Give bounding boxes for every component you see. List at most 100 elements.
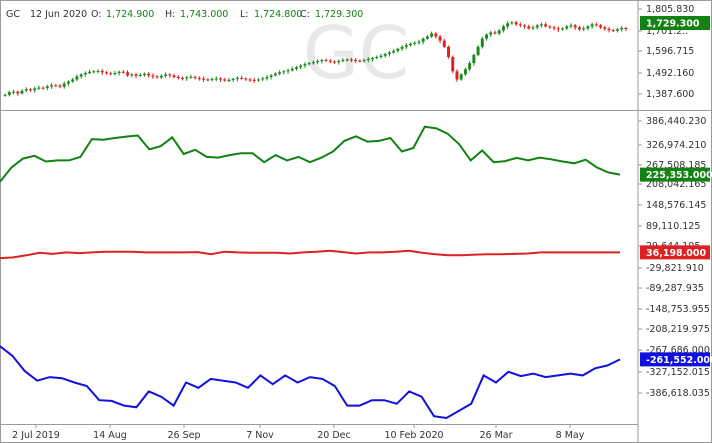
candle-body (594, 24, 598, 26)
candle-body (265, 77, 269, 79)
candle-body (197, 77, 201, 79)
candle-body (66, 81, 70, 84)
candle-body (50, 85, 54, 87)
candle-body (210, 79, 214, 81)
candle-body (345, 59, 349, 61)
candle-body (282, 71, 286, 73)
candle-body (480, 38, 484, 47)
candle-body (451, 57, 455, 72)
indicator-y-tick-label: -208,219.975 (646, 324, 710, 335)
price-y-tick-label: 1,387.600 (646, 89, 694, 100)
candle-body (447, 46, 451, 58)
candle-body (134, 74, 138, 76)
candle-body (214, 78, 218, 80)
candle-body (223, 79, 227, 81)
candle-body (442, 40, 446, 47)
candle-body (109, 73, 113, 75)
candle-body (227, 79, 231, 81)
candle-body (307, 63, 311, 65)
indicator-y-tick-label: -267,686.000 (646, 345, 710, 356)
candle-body (7, 92, 11, 95)
candle-body (168, 74, 172, 76)
candle-body (421, 38, 425, 42)
candle-body (83, 72, 87, 75)
candle-body (88, 71, 92, 73)
candle-body (607, 28, 611, 31)
candle-body (599, 25, 603, 28)
last-value-badges: 1,729.300 225,353.000 36,198.000 -261,552.0… (640, 16, 712, 367)
header-close-value: 1,729.300 (315, 9, 363, 20)
candle-body (12, 91, 16, 93)
candle-body (100, 70, 104, 73)
x-tick-label: 10 Feb 2020 (384, 430, 443, 441)
indicator-y-tick-label: -327,152.015 (646, 367, 710, 378)
header-high-label: H: (165, 9, 175, 20)
series3-last-badge-box (640, 352, 710, 367)
header-open-label: O: (91, 9, 102, 20)
candle-body (164, 74, 168, 76)
candle-body (375, 57, 379, 59)
candle-body (493, 32, 497, 34)
candle-body (404, 45, 408, 47)
candle-body (16, 91, 20, 94)
candle-body (286, 70, 290, 72)
candle-body (362, 60, 366, 62)
candle-body (269, 75, 273, 78)
x-tick-label: 26 Mar (479, 430, 512, 441)
candle-body (147, 73, 151, 76)
candle-body (75, 76, 79, 80)
candle-body (54, 85, 58, 87)
candle-body (189, 76, 193, 78)
indicator-line-1 (0, 125, 621, 183)
candle-body (206, 79, 210, 81)
candle-body (311, 62, 315, 64)
candle-body (341, 60, 345, 62)
candle-body (337, 61, 341, 63)
candle-body (333, 61, 336, 63)
x-tick-label: 14 Aug (93, 430, 127, 441)
indicator-line-2 (0, 249, 620, 260)
candle-body (620, 28, 624, 30)
candle-body (371, 58, 374, 60)
candle-body (548, 26, 552, 28)
candle-body (561, 28, 565, 30)
candle-body (219, 78, 222, 80)
candle-body (535, 25, 539, 28)
candle-body (603, 27, 607, 29)
candle-body (539, 24, 543, 26)
candle-body (37, 87, 41, 89)
candle-body (155, 76, 159, 78)
header-high-value: 1,743.000 (180, 9, 228, 20)
series2-last-badge-text: 36,198.000 (646, 248, 706, 259)
candle-body (257, 79, 260, 81)
indicator-y-tick-label: -89,287.935 (646, 283, 704, 294)
candle-body (556, 28, 560, 30)
candle-body (425, 36, 429, 39)
candle-body (501, 26, 505, 31)
candle-body (240, 77, 244, 79)
header-date: 12 Jun 2020 (30, 9, 87, 20)
candle-body (138, 74, 142, 76)
candle-body (324, 60, 328, 62)
price-y-tick-label: 1,492.160 (646, 68, 694, 79)
candle-body (202, 78, 206, 80)
series1-last-badge-box (640, 167, 710, 182)
candle-body (565, 26, 569, 29)
candle-body (396, 48, 400, 51)
header-low-value: 1,724.800 (254, 9, 302, 20)
candle-body (569, 25, 573, 27)
indicator-y-tick-label: 148,576.145 (646, 200, 706, 211)
candle-body (193, 76, 197, 78)
price-y-tick-label: 1,805.830 (646, 4, 694, 15)
indicator-y-tick-label: 208,042.165 (646, 179, 706, 190)
price-last-badge-text: 1,729.300 (646, 19, 700, 30)
candle-body (33, 88, 37, 91)
candle-body (506, 23, 510, 27)
candle-body (349, 59, 353, 61)
candle-body (544, 24, 548, 27)
price-y-tick-label: 1,701.2.. (646, 26, 688, 37)
candle-body (383, 53, 387, 56)
candle-body (20, 90, 24, 94)
price-y-tick-label: 1,596.715 (646, 46, 694, 57)
